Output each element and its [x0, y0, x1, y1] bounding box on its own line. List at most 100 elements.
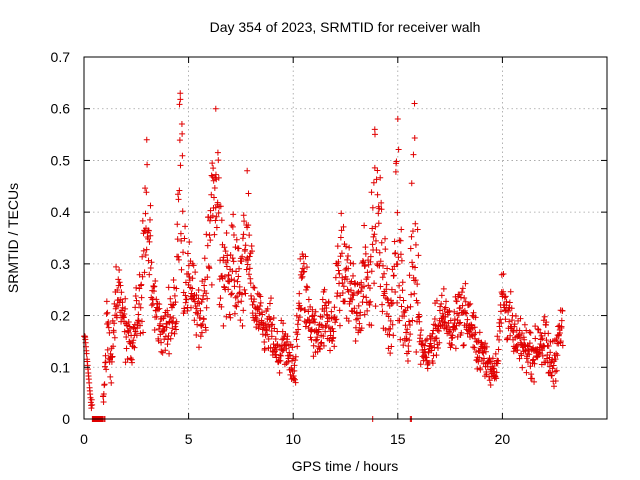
data-point — [396, 282, 403, 289]
data-point — [129, 359, 136, 366]
y-tick-label: 0.3 — [51, 256, 71, 272]
data-point — [242, 246, 249, 253]
data-point — [143, 136, 150, 143]
data-point — [162, 347, 169, 354]
data-point — [334, 243, 341, 250]
data-point — [200, 316, 207, 323]
data-point — [336, 307, 343, 314]
data-point — [318, 339, 325, 346]
data-point — [138, 318, 145, 325]
data-point — [356, 320, 363, 327]
data-point — [489, 355, 496, 362]
data-point — [446, 307, 453, 314]
data-point — [382, 295, 389, 302]
plot-frame — [83, 56, 608, 420]
data-point — [480, 355, 487, 362]
data-point — [537, 336, 544, 343]
data-point — [360, 283, 367, 290]
grid-layer — [84, 57, 607, 419]
data-point — [357, 309, 364, 316]
data-point — [501, 294, 508, 301]
data-point — [475, 358, 482, 365]
data-point — [140, 329, 147, 336]
data-point — [398, 226, 405, 233]
data-point — [168, 330, 175, 337]
data-point — [204, 274, 211, 281]
data-point — [298, 305, 305, 312]
data-point — [217, 295, 224, 302]
data-point — [153, 313, 160, 320]
data-point — [164, 336, 171, 343]
data-point — [231, 283, 238, 290]
data-point — [556, 330, 563, 337]
data-point — [547, 369, 554, 376]
data-point — [550, 362, 557, 369]
data-point — [245, 222, 252, 229]
data-point — [317, 346, 324, 353]
data-point — [250, 284, 257, 291]
data-point — [204, 295, 211, 302]
data-point — [452, 325, 459, 332]
data-point — [472, 329, 479, 336]
data-point — [331, 304, 338, 311]
data-point — [118, 289, 125, 296]
data-point — [387, 350, 394, 357]
data-point — [101, 381, 108, 388]
data-point — [480, 349, 487, 356]
data-point — [176, 187, 183, 194]
data-point — [267, 295, 274, 302]
data-point — [482, 348, 489, 355]
data-point — [252, 312, 259, 319]
data-point — [280, 320, 287, 327]
data-point — [438, 300, 445, 307]
data-point — [244, 167, 251, 174]
data-point — [505, 308, 512, 315]
data-point — [369, 225, 376, 232]
data-point — [257, 299, 264, 306]
y-tick-label: 0.6 — [51, 101, 71, 117]
data-point — [408, 233, 415, 240]
data-point — [373, 246, 380, 253]
data-point — [431, 316, 438, 323]
data-point — [461, 295, 468, 302]
data-point — [207, 237, 214, 244]
data-point — [139, 217, 146, 224]
data-point — [253, 316, 260, 323]
data-point — [329, 325, 336, 332]
data-point — [433, 335, 440, 342]
data-point — [526, 329, 533, 336]
data-point — [527, 363, 534, 370]
data-point — [207, 207, 214, 214]
data-point — [287, 371, 294, 378]
data-point — [411, 290, 418, 297]
y-tick-label: 0 — [62, 411, 70, 427]
data-point — [209, 173, 216, 180]
data-point — [214, 199, 221, 206]
data-point — [277, 357, 284, 364]
data-point — [297, 306, 304, 313]
data-point — [299, 273, 306, 280]
data-point — [430, 352, 437, 359]
data-point — [330, 334, 337, 341]
data-point — [198, 298, 205, 305]
data-point — [137, 322, 144, 329]
data-point — [355, 302, 362, 309]
data-point — [178, 121, 185, 128]
data-point — [332, 274, 339, 281]
data-point — [439, 310, 446, 317]
data-point — [416, 313, 423, 320]
data-point — [143, 189, 150, 196]
data-point — [534, 325, 541, 332]
data-point — [147, 202, 154, 209]
data-point — [226, 311, 233, 318]
data-point — [176, 137, 183, 144]
data-point — [474, 365, 481, 372]
data-point — [294, 331, 301, 338]
data-point — [381, 290, 388, 297]
data-point — [173, 326, 180, 333]
data-point — [404, 357, 411, 364]
data-point — [543, 337, 550, 344]
data-point — [233, 303, 240, 310]
data-point — [142, 252, 149, 259]
data-point — [517, 315, 524, 322]
